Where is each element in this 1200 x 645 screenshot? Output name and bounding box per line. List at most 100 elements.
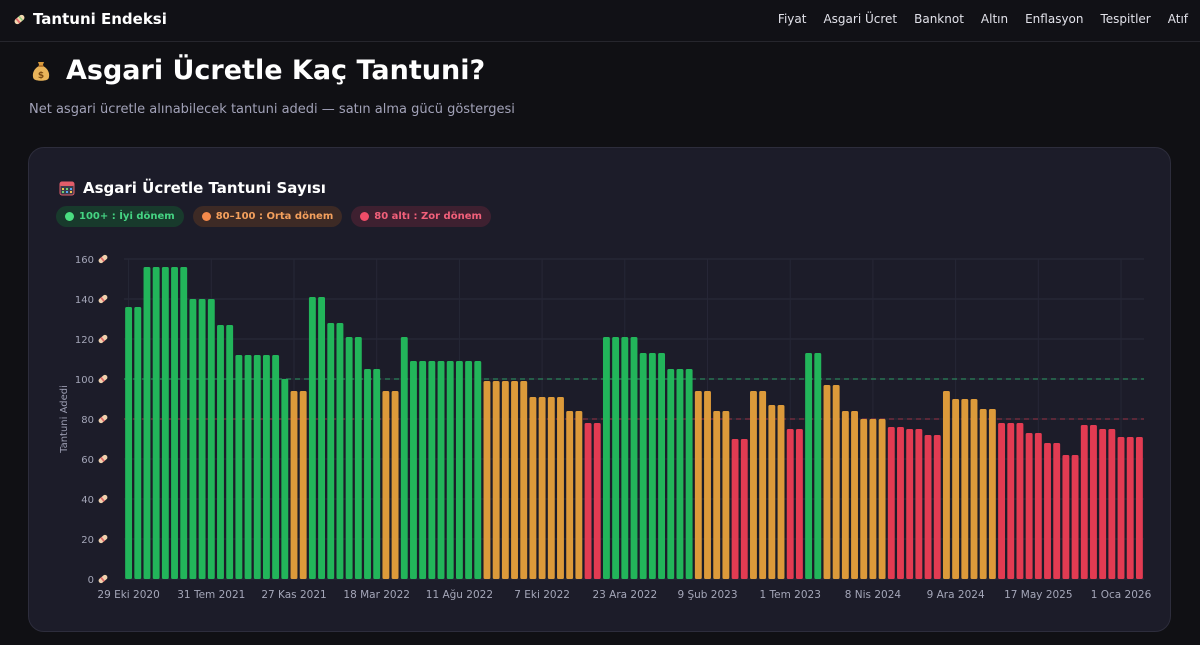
nav-link-fiyat[interactable]: Fiyat bbox=[777, 12, 807, 26]
bar bbox=[1117, 437, 1125, 579]
bar bbox=[851, 411, 858, 579]
bar bbox=[125, 307, 133, 579]
chart-card: Asgari Ücretle Tantuni Sayısı 100+ : İyi… bbox=[28, 147, 1171, 632]
bar bbox=[648, 353, 656, 579]
bar bbox=[639, 353, 647, 579]
bar bbox=[1053, 443, 1061, 579]
legend-mid: 80–100 : Orta dönem bbox=[192, 206, 343, 227]
bar bbox=[988, 409, 996, 579]
bar bbox=[382, 391, 390, 579]
legend-mid-label: 80–100 : Orta dönem bbox=[215, 211, 334, 222]
nav-link-altin[interactable]: Altın bbox=[980, 12, 1009, 26]
bar bbox=[327, 323, 335, 579]
tantuni-tick-icon bbox=[98, 574, 108, 584]
bar bbox=[961, 399, 969, 579]
bar bbox=[860, 419, 868, 579]
tantuni-tick-icon bbox=[98, 534, 108, 544]
bar bbox=[897, 427, 904, 579]
tantuni-tick-icon bbox=[98, 374, 108, 384]
bar bbox=[244, 355, 252, 579]
legend-dot-green bbox=[65, 212, 74, 221]
tantuni-tick-icon bbox=[98, 334, 108, 344]
bar bbox=[740, 439, 748, 579]
x-tick-label: 9 Şub 2023 bbox=[677, 589, 737, 601]
x-tick-label: 11 Ağu 2022 bbox=[426, 589, 493, 601]
bar bbox=[1044, 443, 1051, 579]
bar bbox=[1071, 455, 1079, 579]
bar bbox=[685, 369, 693, 579]
bar bbox=[465, 361, 473, 579]
legend-dot-red bbox=[360, 212, 370, 221]
y-tick-label: 0 bbox=[88, 575, 94, 586]
bar bbox=[759, 391, 767, 579]
bar bbox=[731, 439, 739, 579]
nav-link-asgari-ucret[interactable]: Asgari Ücret bbox=[823, 12, 898, 26]
bar bbox=[1034, 433, 1042, 579]
chart-card-title: Asgari Ücretle Tantuni Sayısı bbox=[59, 179, 326, 197]
bar bbox=[1108, 429, 1116, 579]
bar bbox=[630, 337, 638, 579]
bar bbox=[1080, 425, 1088, 579]
bar bbox=[814, 353, 822, 579]
legend-bad: 80 altı : Zor dönem bbox=[351, 206, 491, 227]
bar bbox=[823, 385, 831, 579]
brand-title: Tantuni Endeksi bbox=[33, 10, 167, 28]
bar bbox=[391, 391, 399, 579]
legend-good-label: 100+ : İyi dönem bbox=[79, 211, 175, 222]
bar bbox=[437, 361, 445, 579]
bar bbox=[226, 325, 234, 579]
calendar-icon bbox=[59, 181, 75, 196]
page-subtitle: Net asgari ücretle alınabilecek tantuni … bbox=[29, 102, 515, 117]
bar bbox=[318, 297, 326, 579]
bar bbox=[786, 429, 794, 579]
bar bbox=[428, 361, 436, 579]
bar bbox=[520, 381, 528, 579]
bar bbox=[446, 361, 454, 579]
bar bbox=[235, 355, 243, 579]
bar bbox=[1090, 425, 1097, 579]
bar bbox=[281, 379, 289, 579]
bar bbox=[547, 397, 555, 579]
bar bbox=[924, 435, 932, 579]
bar bbox=[658, 353, 666, 579]
bar bbox=[952, 399, 960, 579]
y-tick-label: 40 bbox=[81, 495, 94, 506]
x-tick-label: 29 Eki 2020 bbox=[97, 589, 159, 601]
bar bbox=[538, 397, 546, 579]
bar bbox=[492, 381, 500, 579]
bar bbox=[198, 299, 206, 579]
svg-text:$: $ bbox=[38, 71, 44, 81]
y-tick-label: 20 bbox=[81, 535, 94, 546]
tantuni-wrap-icon bbox=[14, 14, 25, 24]
bar bbox=[308, 297, 316, 579]
bar bbox=[1025, 433, 1033, 579]
bar bbox=[878, 419, 886, 579]
nav-link-atif[interactable]: Atıf bbox=[1167, 12, 1188, 26]
bar bbox=[262, 355, 270, 579]
bar bbox=[1007, 423, 1015, 579]
page-title: $ Asgari Ücretle Kaç Tantuni? bbox=[30, 55, 485, 86]
bar bbox=[299, 391, 307, 579]
brand-link[interactable]: Tantuni Endeksi bbox=[12, 10, 167, 28]
bar bbox=[474, 361, 482, 579]
nav-link-tespitler[interactable]: Tespitler bbox=[1100, 12, 1151, 26]
bar bbox=[419, 361, 427, 579]
legend-good: 100+ : İyi dönem bbox=[56, 206, 184, 227]
x-tick-label: 1 Tem 2023 bbox=[760, 589, 821, 601]
bar bbox=[253, 355, 261, 579]
bar bbox=[942, 391, 950, 579]
chart-card-title-text: Asgari Ücretle Tantuni Sayısı bbox=[83, 179, 326, 197]
bar bbox=[180, 267, 188, 579]
x-tick-label: 18 Mar 2022 bbox=[343, 589, 410, 601]
bar bbox=[1016, 423, 1024, 579]
bar bbox=[887, 427, 895, 579]
nav-link-banknot[interactable]: Banknot bbox=[914, 12, 964, 26]
bar bbox=[410, 361, 417, 579]
nav-link-enflasyon[interactable]: Enflasyon bbox=[1025, 12, 1084, 26]
tantuni-tick-icon bbox=[98, 494, 108, 504]
bar bbox=[713, 411, 721, 579]
y-tick-label: 60 bbox=[81, 455, 94, 466]
bar bbox=[998, 423, 1006, 579]
top-navbar: Tantuni Endeksi Fiyat Asgari Ücret Bankn… bbox=[0, 0, 1200, 42]
bar bbox=[795, 429, 803, 579]
